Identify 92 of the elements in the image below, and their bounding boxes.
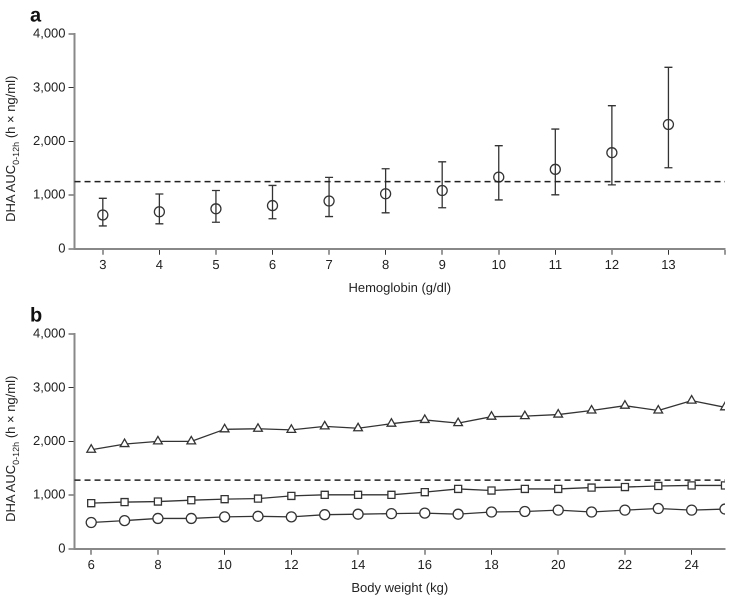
chart-title: a [30, 4, 42, 27]
point [486, 411, 496, 420]
y-tick-label: 3,000 [32, 79, 66, 94]
point [654, 482, 662, 490]
point [354, 490, 362, 500]
point [420, 488, 429, 496]
point [520, 410, 530, 420]
point [552, 504, 564, 516]
point [553, 408, 564, 418]
x-axis-title: Body weight (kg) [351, 580, 448, 595]
x-tick-label: 3 [99, 257, 106, 272]
x-tick-label: 10 [217, 557, 232, 572]
point [620, 482, 630, 492]
x-tick-label: 13 [661, 257, 676, 272]
x-tick-label: 5 [212, 257, 220, 272]
point [120, 438, 130, 448]
point [86, 444, 96, 453]
point [187, 496, 196, 504]
point [186, 512, 197, 524]
x-tick-label: 10 [492, 257, 506, 272]
point [520, 484, 530, 494]
y-tick-label: 1,000 [32, 186, 66, 202]
point [453, 417, 464, 426]
point [452, 508, 464, 520]
point [519, 506, 531, 518]
point [619, 504, 631, 516]
point [252, 510, 264, 522]
point [87, 498, 96, 508]
y-tick-label: 4,000 [32, 26, 66, 41]
point [387, 490, 396, 500]
y-tick-label: 2,000 [32, 132, 66, 148]
x-tick-label: 14 [350, 557, 366, 572]
y-tick-label: 3,000 [32, 379, 66, 394]
y-tick-label: 4,000 [32, 326, 66, 341]
point [653, 404, 664, 414]
point [353, 422, 364, 432]
point [586, 506, 598, 518]
x-tick-label: 18 [484, 557, 499, 572]
point [352, 508, 364, 520]
point [620, 400, 630, 409]
point [253, 423, 263, 432]
point [554, 484, 562, 494]
x-tick-label: 12 [284, 557, 299, 572]
x-tick-label: 11 [548, 257, 562, 272]
point [319, 509, 330, 520]
point [152, 512, 164, 524]
point [454, 484, 462, 494]
point [320, 420, 330, 430]
y-tick-label: 1,000 [32, 486, 66, 502]
point [386, 508, 398, 520]
point [218, 511, 230, 522]
point [686, 504, 698, 516]
point [687, 481, 696, 490]
x-tick-label: 7 [325, 257, 333, 272]
x-tick-label: 24 [684, 557, 699, 572]
point [587, 483, 596, 492]
point [419, 507, 430, 519]
point [287, 492, 296, 500]
chart-title: b [30, 304, 42, 327]
x-tick-label: 8 [154, 557, 162, 572]
x-tick-label: 22 [618, 557, 632, 572]
x-tick-label: 9 [438, 257, 446, 272]
point [254, 494, 262, 503]
point [686, 394, 697, 404]
y-tick-label: 2,000 [32, 432, 66, 448]
x-tick-label: 6 [268, 257, 276, 272]
point [486, 506, 498, 518]
point [86, 516, 97, 528]
y-tick-label: 0 [58, 540, 66, 556]
point [586, 404, 597, 414]
x-tick-label: 16 [418, 557, 432, 572]
point [220, 494, 229, 504]
point [420, 414, 430, 424]
x-tick-label: 4 [156, 257, 163, 272]
x-axis-title: Hemoglobin (g/dl) [348, 280, 452, 295]
point [220, 424, 230, 432]
point [487, 486, 496, 495]
point [286, 511, 298, 522]
point [186, 436, 196, 445]
x-tick-label: 20 [550, 557, 566, 572]
x-tick-label: 12 [604, 257, 620, 272]
point [286, 424, 296, 434]
point [154, 497, 162, 506]
point [120, 498, 129, 506]
x-tick-label: 6 [88, 557, 95, 572]
point [652, 502, 664, 514]
point [118, 514, 130, 526]
point [320, 490, 329, 500]
x-tick-label: 8 [382, 257, 390, 272]
point [386, 418, 396, 427]
y-tick-label: 0 [58, 240, 66, 256]
point [152, 436, 163, 445]
